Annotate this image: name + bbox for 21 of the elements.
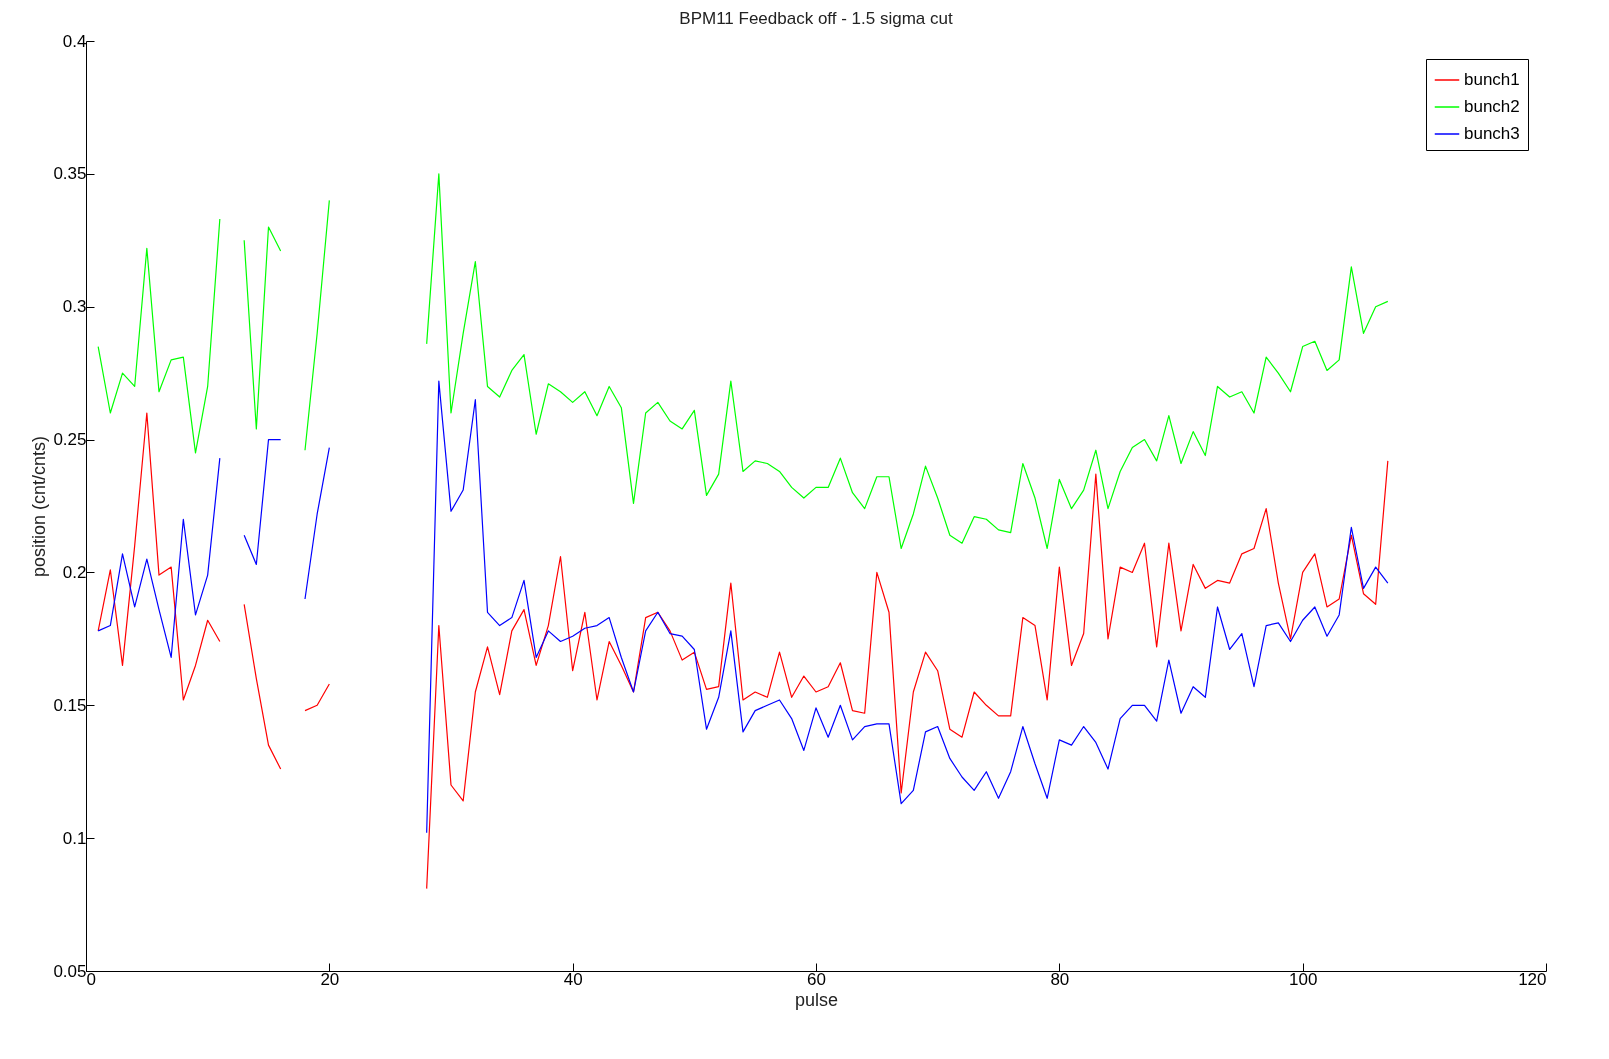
legend-label: bunch3 xyxy=(1464,124,1520,143)
x-axis-title: pulse xyxy=(794,989,839,1010)
x-tick-label: 100 xyxy=(1288,969,1318,989)
x-tick-label: 120 xyxy=(1518,969,1547,989)
y-tick-label: 0.15 xyxy=(53,695,87,715)
y-tick-label: 0.05 xyxy=(53,961,87,981)
y-tick-label: 0.2 xyxy=(62,562,87,582)
y-tick-label: 0.35 xyxy=(53,164,87,184)
y-tick-label: 0.1 xyxy=(62,828,87,848)
legend-label: bunch1 xyxy=(1464,70,1520,89)
x-tick-label: 80 xyxy=(1050,969,1070,989)
legend-label: bunch2 xyxy=(1464,97,1520,116)
y-tick-label: 0.4 xyxy=(62,31,87,51)
y-tick-label: 0.25 xyxy=(53,430,87,450)
x-tick-label: 20 xyxy=(320,969,340,989)
x-tick-label: 60 xyxy=(807,969,826,989)
x-tick-label: 0 xyxy=(86,969,96,989)
x-tick-label: 40 xyxy=(563,969,583,989)
y-tick-label: 0.3 xyxy=(62,297,87,317)
y-axis-title: position (cnt/cnts) xyxy=(29,435,50,578)
chart-title: BPM11 Feedback off - 1.5 sigma cut xyxy=(679,9,953,28)
